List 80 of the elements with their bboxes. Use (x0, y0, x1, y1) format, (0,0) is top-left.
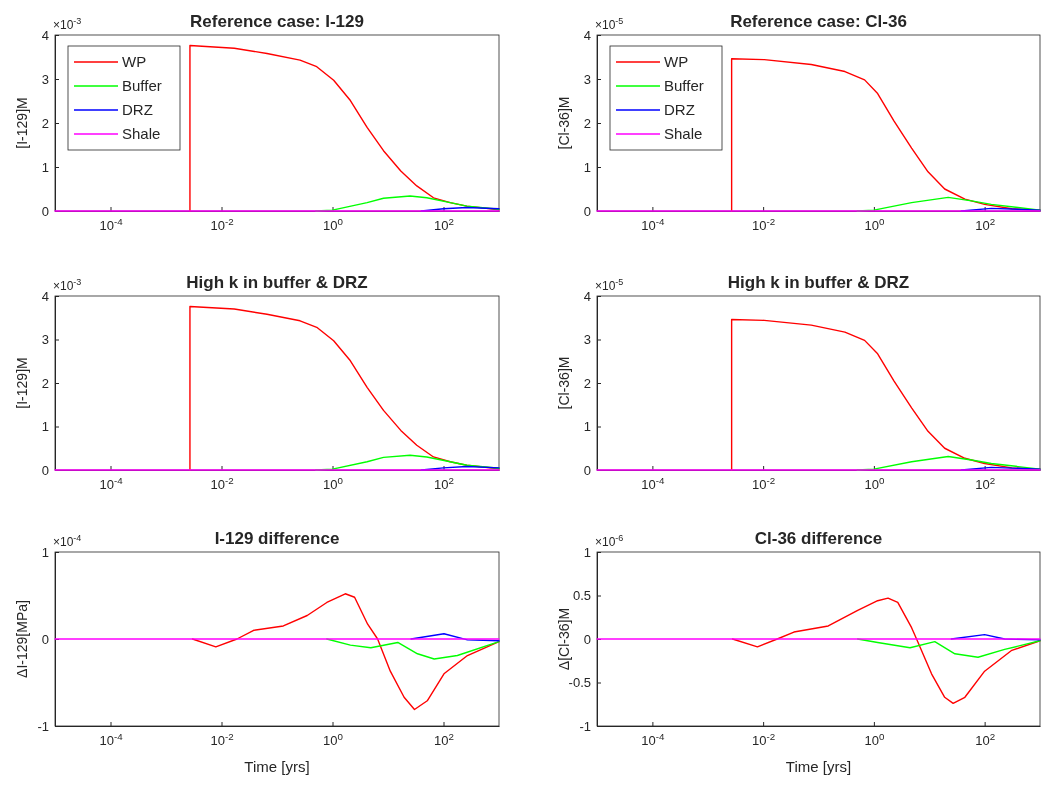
y-tick-label: 0 (41, 462, 49, 478)
chart-title: High k in buffer & DRZ (727, 273, 910, 292)
x-tick-label: 10$^{-2}$ (752, 215, 776, 234)
y-tick-label: 1 (583, 544, 591, 560)
legend-label: DRZ (122, 101, 153, 118)
x-tick-label: 10$^{0}$ (864, 215, 885, 234)
x-tick-label: 10$^{-2}$ (210, 474, 234, 493)
y-tick-label: -0.5 (568, 675, 591, 691)
y-tick-label: 1 (583, 419, 591, 435)
y-tick-label: 0 (41, 631, 49, 647)
x-tick-label: 10$^{-2}$ (752, 730, 776, 749)
y-tick-label: 2 (41, 375, 49, 391)
x-tick-label: 10$^{2}$ (975, 730, 996, 749)
y-tick-label: 3 (583, 71, 591, 87)
chart-title: Cl-36 difference (754, 529, 883, 548)
y-tick-label: 3 (41, 332, 49, 348)
legend-label: Buffer (122, 77, 162, 94)
y-axis-title: [I-129]M (14, 357, 30, 409)
x-axis-title: Time [yrs] (785, 758, 852, 775)
text: ×10$^{-3}$ (53, 277, 82, 293)
y-tick-label: 0.5 (572, 588, 591, 604)
x-tick-label: 10$^{-4}$ (99, 474, 124, 493)
y-tick-label: 2 (583, 375, 591, 391)
x-tick-label: 10$^{-4}$ (99, 730, 124, 749)
y-tick-label: 3 (41, 71, 49, 87)
y-tick-label: 0 (41, 203, 49, 219)
x-tick-label: 10$^{2}$ (434, 215, 454, 234)
x-tick-label: 10$^{-4}$ (641, 730, 666, 749)
chart-title: High k in buffer & DRZ (186, 273, 368, 292)
y-tick-label: 2 (41, 115, 49, 131)
y-tick-label: 0 (583, 203, 591, 219)
x-tick-label: 10$^{2}$ (434, 474, 454, 493)
legend-label: Shale (122, 125, 161, 142)
legend-label: Shale (664, 125, 703, 142)
x-tick-label: 10$^{0}$ (864, 730, 885, 749)
y-tick-label: 1 (41, 544, 49, 560)
y-tick-label: 2 (583, 115, 591, 131)
y-tick-label: 4 (583, 288, 591, 304)
text: ×10$^{-5}$ (595, 277, 624, 293)
y-tick-label: 0 (583, 462, 591, 478)
y-axis-title: [I-129]M (14, 97, 30, 149)
legend-label: DRZ (664, 101, 695, 118)
x-tick-label: 10$^{2}$ (975, 474, 996, 493)
y-tick-label: 1 (41, 159, 49, 175)
y-tick-label: -1 (579, 718, 591, 734)
x-tick-label: 10$^{-2}$ (752, 474, 776, 493)
x-tick-label: 10$^{-2}$ (210, 730, 234, 749)
y-axis-title: [Cl-36]M (556, 96, 572, 150)
x-tick-label: 10$^{-2}$ (210, 215, 234, 234)
x-tick-label: 10$^{0}$ (323, 730, 344, 749)
legend-label: WP (664, 53, 689, 70)
x-tick-label: 10$^{0}$ (323, 215, 344, 234)
y-tick-label: 4 (583, 27, 591, 43)
y-axis-title: ΔI-129[MPa] (14, 600, 30, 678)
x-tick-label: 10$^{0}$ (864, 474, 885, 493)
text: ×10$^{-5}$ (595, 16, 624, 32)
y-tick-label: 4 (41, 27, 49, 43)
x-axis-title: Time [yrs] (244, 758, 310, 775)
y-axis-title: [Cl-36]M (556, 356, 572, 410)
x-tick-label: 10$^{0}$ (323, 474, 344, 493)
chart-title: Reference case: I-129 (190, 12, 364, 31)
y-tick-label: 1 (41, 419, 49, 435)
text: ×10$^{-4}$ (53, 533, 82, 549)
x-tick-label: 10$^{-4}$ (641, 474, 666, 493)
y-tick-label: 1 (583, 159, 591, 175)
text: ×10$^{-6}$ (595, 533, 624, 549)
chart-title: I-129 difference (214, 529, 340, 548)
y-tick-label: 4 (41, 288, 49, 304)
y-tick-label: 3 (583, 332, 591, 348)
legend-label: WP (122, 53, 147, 70)
x-tick-label: 10$^{-4}$ (641, 215, 666, 234)
y-tick-label: -1 (37, 718, 49, 734)
x-tick-label: 10$^{2}$ (434, 730, 454, 749)
y-tick-label: 0 (583, 631, 591, 647)
x-tick-label: 10$^{2}$ (975, 215, 996, 234)
text: ×10$^{-3}$ (53, 16, 82, 32)
y-axis-title: Δ[Cl-36]M (556, 607, 572, 671)
chart-title: Reference case: Cl-36 (730, 12, 907, 31)
x-tick-label: 10$^{-4}$ (99, 215, 124, 234)
legend-label: Buffer (664, 77, 704, 94)
